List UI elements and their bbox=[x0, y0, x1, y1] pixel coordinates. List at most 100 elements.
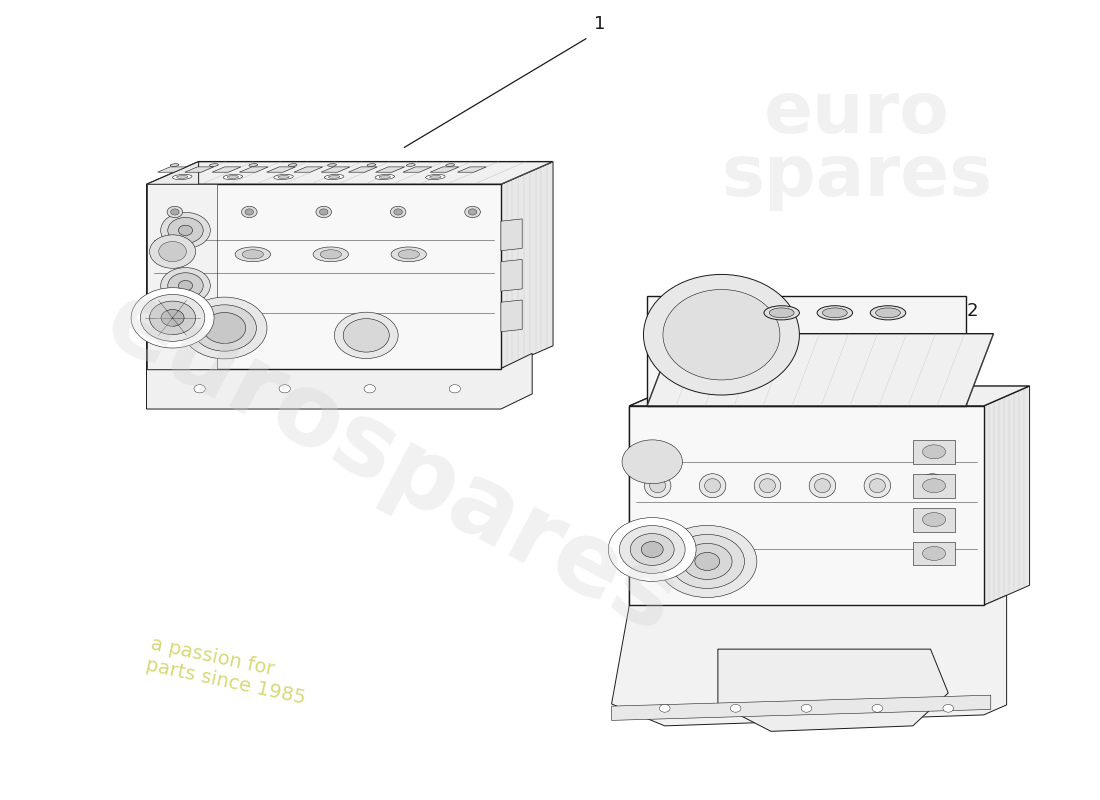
Polygon shape bbox=[629, 386, 1030, 406]
Circle shape bbox=[319, 209, 328, 215]
Ellipse shape bbox=[870, 306, 905, 320]
Polygon shape bbox=[612, 695, 991, 720]
Polygon shape bbox=[349, 167, 377, 172]
Polygon shape bbox=[146, 184, 218, 369]
Circle shape bbox=[619, 526, 685, 574]
Circle shape bbox=[204, 313, 245, 343]
Ellipse shape bbox=[817, 306, 852, 320]
Circle shape bbox=[194, 385, 206, 393]
Ellipse shape bbox=[923, 513, 946, 526]
Circle shape bbox=[131, 288, 214, 348]
Polygon shape bbox=[612, 595, 1006, 726]
Ellipse shape bbox=[278, 175, 289, 178]
Circle shape bbox=[150, 235, 196, 268]
Polygon shape bbox=[146, 162, 553, 184]
Polygon shape bbox=[500, 300, 522, 332]
Polygon shape bbox=[146, 354, 532, 409]
Circle shape bbox=[943, 705, 954, 712]
Ellipse shape bbox=[173, 174, 192, 179]
Ellipse shape bbox=[705, 478, 720, 493]
Ellipse shape bbox=[249, 164, 257, 166]
Polygon shape bbox=[157, 167, 186, 172]
Circle shape bbox=[641, 542, 663, 558]
Ellipse shape bbox=[644, 274, 800, 395]
Circle shape bbox=[394, 209, 403, 215]
Circle shape bbox=[316, 206, 331, 218]
Circle shape bbox=[334, 312, 398, 358]
Ellipse shape bbox=[170, 164, 179, 166]
Bar bbox=[913, 440, 955, 464]
Polygon shape bbox=[647, 334, 993, 406]
Circle shape bbox=[343, 318, 389, 352]
Circle shape bbox=[158, 242, 186, 262]
Polygon shape bbox=[294, 167, 322, 172]
Ellipse shape bbox=[390, 247, 427, 262]
Text: 1: 1 bbox=[594, 15, 605, 34]
Ellipse shape bbox=[923, 445, 946, 458]
Polygon shape bbox=[458, 167, 486, 172]
Bar bbox=[913, 508, 955, 531]
Circle shape bbox=[872, 705, 882, 712]
Polygon shape bbox=[500, 219, 522, 250]
Circle shape bbox=[730, 705, 741, 712]
Polygon shape bbox=[403, 167, 432, 172]
Polygon shape bbox=[321, 167, 350, 172]
Circle shape bbox=[279, 385, 290, 393]
Polygon shape bbox=[629, 386, 675, 606]
Ellipse shape bbox=[242, 250, 264, 259]
Circle shape bbox=[670, 534, 745, 589]
Polygon shape bbox=[629, 406, 983, 606]
Circle shape bbox=[682, 543, 733, 579]
Bar bbox=[913, 542, 955, 566]
Circle shape bbox=[141, 294, 205, 342]
Polygon shape bbox=[146, 184, 500, 369]
Circle shape bbox=[449, 385, 461, 393]
Polygon shape bbox=[647, 296, 966, 406]
Ellipse shape bbox=[314, 247, 349, 262]
Ellipse shape bbox=[177, 175, 188, 178]
Ellipse shape bbox=[769, 308, 794, 318]
Ellipse shape bbox=[759, 478, 775, 493]
Circle shape bbox=[168, 218, 204, 243]
Circle shape bbox=[608, 518, 696, 582]
Ellipse shape bbox=[663, 290, 780, 380]
Polygon shape bbox=[983, 386, 1030, 606]
Ellipse shape bbox=[209, 164, 218, 166]
Ellipse shape bbox=[700, 474, 726, 498]
Circle shape bbox=[161, 268, 210, 304]
Polygon shape bbox=[266, 167, 296, 172]
Circle shape bbox=[167, 206, 183, 218]
Ellipse shape bbox=[288, 164, 297, 166]
Polygon shape bbox=[240, 167, 268, 172]
Circle shape bbox=[621, 440, 682, 484]
Ellipse shape bbox=[320, 250, 341, 259]
Circle shape bbox=[178, 281, 192, 290]
Circle shape bbox=[161, 310, 184, 326]
Circle shape bbox=[659, 705, 670, 712]
Ellipse shape bbox=[398, 250, 419, 259]
Circle shape bbox=[182, 297, 267, 359]
Circle shape bbox=[364, 385, 375, 393]
Circle shape bbox=[630, 534, 674, 566]
Ellipse shape bbox=[379, 175, 390, 178]
Text: a passion for
parts since 1985: a passion for parts since 1985 bbox=[144, 634, 312, 708]
Ellipse shape bbox=[924, 478, 940, 493]
Circle shape bbox=[170, 209, 179, 215]
Ellipse shape bbox=[876, 308, 901, 318]
Bar bbox=[913, 474, 955, 498]
Text: 2: 2 bbox=[967, 302, 978, 320]
Ellipse shape bbox=[650, 478, 666, 493]
Ellipse shape bbox=[375, 174, 395, 179]
Polygon shape bbox=[500, 162, 553, 369]
Circle shape bbox=[168, 273, 204, 298]
Ellipse shape bbox=[228, 175, 239, 178]
Text: eurospares: eurospares bbox=[89, 273, 693, 655]
Circle shape bbox=[245, 209, 253, 215]
Ellipse shape bbox=[329, 175, 340, 178]
Ellipse shape bbox=[869, 478, 886, 493]
Ellipse shape bbox=[923, 478, 946, 493]
Ellipse shape bbox=[274, 174, 294, 179]
Ellipse shape bbox=[823, 308, 847, 318]
Ellipse shape bbox=[810, 474, 836, 498]
Circle shape bbox=[695, 553, 719, 570]
